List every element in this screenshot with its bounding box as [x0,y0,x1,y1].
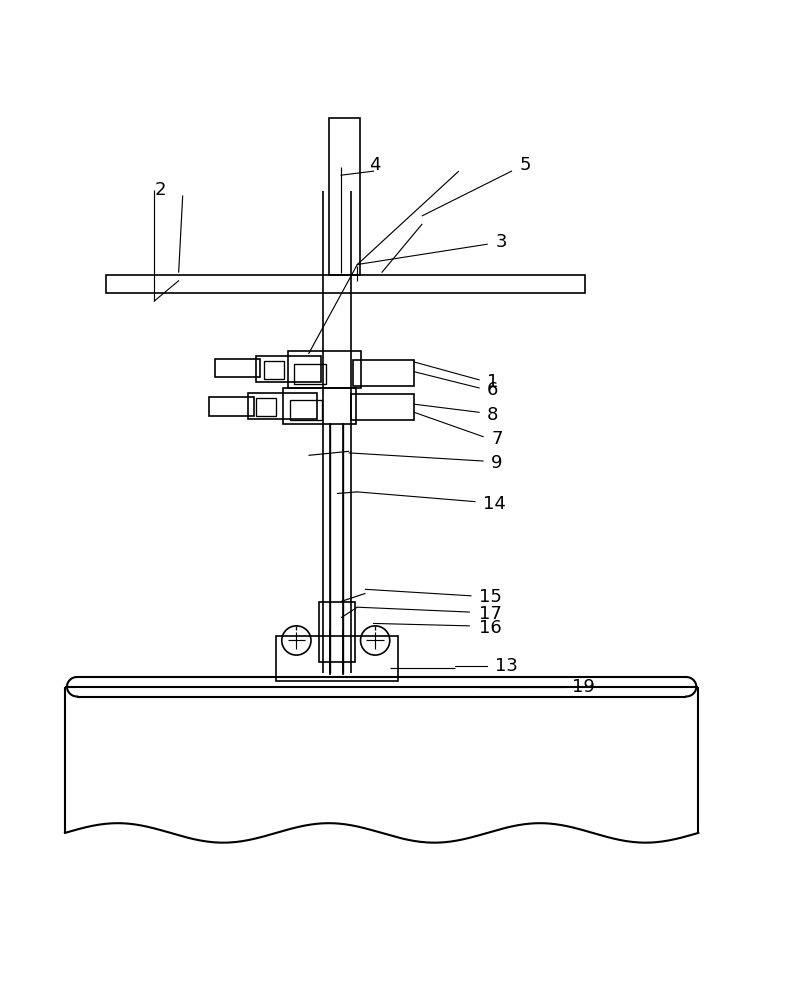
Bar [294,364,326,384]
Text: 7: 7 [491,430,502,448]
Text: 1: 1 [487,373,498,391]
Text: 6: 6 [487,381,498,399]
Bar [328,118,359,275]
Bar [264,361,284,379]
Text: 19: 19 [572,678,594,696]
Bar [105,275,584,293]
Text: 9: 9 [491,454,502,472]
Bar [282,388,355,424]
Bar [209,397,254,416]
Text: 3: 3 [495,233,506,251]
Bar [215,359,260,377]
Text: 13: 13 [495,657,517,675]
Text: 5: 5 [519,156,530,174]
Bar [288,351,361,388]
Text: 16: 16 [478,619,501,637]
Bar [255,356,320,382]
Bar [350,394,414,420]
Text: 14: 14 [483,495,505,513]
Bar [318,601,354,662]
Bar [290,400,322,420]
Bar [247,393,316,419]
Text: 17: 17 [478,605,501,623]
Bar [276,636,397,681]
Text: 8: 8 [487,406,498,424]
Text: 2: 2 [154,181,165,199]
Text: 15: 15 [478,588,501,606]
Bar [353,360,414,386]
Bar [255,398,276,416]
Text: 4: 4 [369,156,380,174]
